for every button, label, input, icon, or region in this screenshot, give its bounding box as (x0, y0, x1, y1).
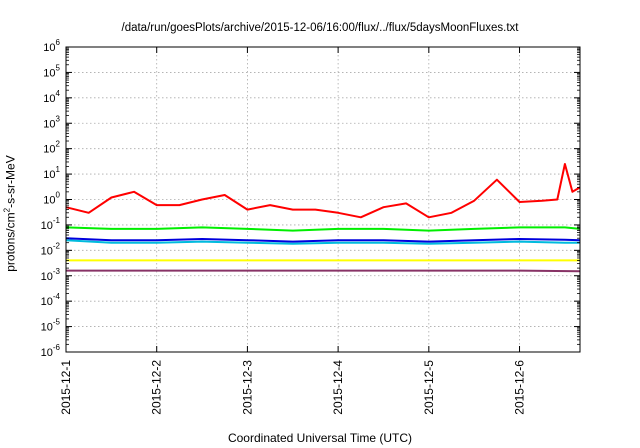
series-line-3 (65, 239, 580, 245)
x-tick-label: 2015-12-6 (513, 360, 527, 415)
y-axis: 106 105 104 103 102 101 100 10-1 10-2 10-3 10-4 10-… (41, 38, 580, 359)
x-tick-label: 2015-12-5 (422, 360, 436, 415)
y-axis-label: protons/cm2-s-sr-MeV (2, 155, 18, 272)
y-tick-label: 104 (43, 89, 60, 105)
y-tick-label: 106 (43, 38, 60, 54)
y-tick-label: 103 (43, 114, 60, 130)
y-tick-label: 100 (43, 191, 60, 207)
series-line-6 (66, 269, 581, 273)
x-axis: 2015-12-1 2015-12-2 2015-12-3 2015-12-4 2015… (59, 47, 527, 415)
x-axis-label: Coordinated Universal Time (UTC) (227, 431, 413, 445)
y-tick-label: 102 (43, 140, 60, 156)
chart-title: /data/run/goesPlots/archive/2015-12-06/1… (121, 22, 519, 34)
series-line-1 (65, 163, 581, 219)
x-tick-label: 2015-12-2 (150, 360, 164, 415)
series-line-4 (65, 237, 581, 243)
y-tick-label: 105 (43, 63, 60, 79)
x-tick-label: 2015-12-4 (331, 360, 345, 415)
y-tick-label: 10-2 (41, 241, 61, 257)
x-tick-label: 2015-12-1 (59, 360, 73, 415)
plot-lines (65, 163, 581, 273)
y-tick-label: 10-3 (41, 267, 61, 283)
y-tick-label: 10-4 (41, 292, 61, 308)
x-tick-label: 2015-12-3 (240, 360, 254, 415)
y-tick-label: 101 (43, 165, 60, 181)
grid (66, 47, 580, 352)
y-tick-label: 10-1 (41, 216, 61, 232)
y-tick-label: 10-6 (41, 343, 61, 359)
y-tick-label: 10-5 (41, 318, 61, 334)
series-line-2 (65, 226, 581, 232)
